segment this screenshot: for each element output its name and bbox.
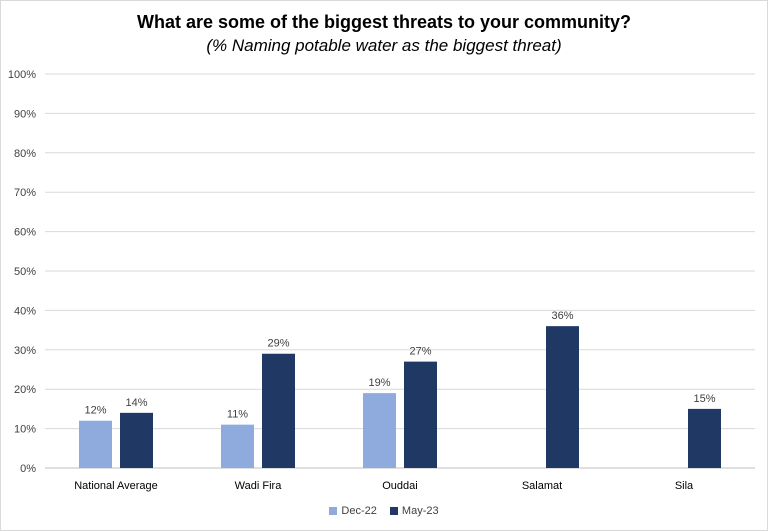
bar <box>120 412 153 468</box>
data-label: 12% <box>84 405 106 417</box>
bar-chart: 0% 10% 20% 30% 40% 50% 60% 70% 80% 90% 100% 12% 14% N… <box>8 69 755 492</box>
data-label: 19% <box>368 377 390 389</box>
legend-label-may-23: May-23 <box>401 505 439 517</box>
y-tick-label: 10% <box>14 424 36 436</box>
data-label: 15% <box>693 393 715 405</box>
bar <box>404 361 437 468</box>
legend-swatch-may-23 <box>389 507 398 515</box>
y-tick-label: 100% <box>8 69 36 81</box>
bar <box>363 393 396 468</box>
y-tick-label: 50% <box>14 266 36 278</box>
x-category-label: Wadi Fira <box>235 480 283 492</box>
y-tick-label: 60% <box>14 227 36 239</box>
legend-label-dec-22: Dec-22 <box>341 505 377 517</box>
data-label: 27% <box>409 346 431 358</box>
chart-subtitle: (% Naming potable water as the biggest t… <box>206 36 562 55</box>
y-tick-label: 0% <box>20 463 36 475</box>
x-category-label: Sila <box>675 480 694 492</box>
data-label: 11% <box>227 409 248 421</box>
bar <box>79 420 112 468</box>
bar <box>221 424 254 468</box>
data-label: 36% <box>551 310 573 322</box>
legend-swatch-dec-22 <box>329 507 338 515</box>
y-tick-label: 90% <box>14 108 36 120</box>
y-tick-label: 40% <box>14 305 36 317</box>
data-label: 14% <box>125 397 147 409</box>
legend-item-may-23: May-23 <box>389 505 439 517</box>
bar <box>688 408 721 468</box>
chart-legend: Dec-22 May-23 <box>0 505 768 518</box>
y-tick-label: 20% <box>14 384 36 396</box>
y-tick-label: 80% <box>14 148 36 160</box>
x-category-label: Salamat <box>522 480 562 492</box>
bar <box>262 353 295 468</box>
chart-title: What are some of the biggest threats to … <box>136 12 632 32</box>
bar <box>546 326 579 468</box>
y-tick-label: 70% <box>14 187 36 199</box>
x-category-label: Ouddai <box>382 480 417 492</box>
legend-item-dec-22: Dec-22 <box>329 505 377 517</box>
y-tick-label: 30% <box>14 345 36 357</box>
data-label: 29% <box>267 338 289 350</box>
x-category-label: National Average <box>74 480 158 492</box>
